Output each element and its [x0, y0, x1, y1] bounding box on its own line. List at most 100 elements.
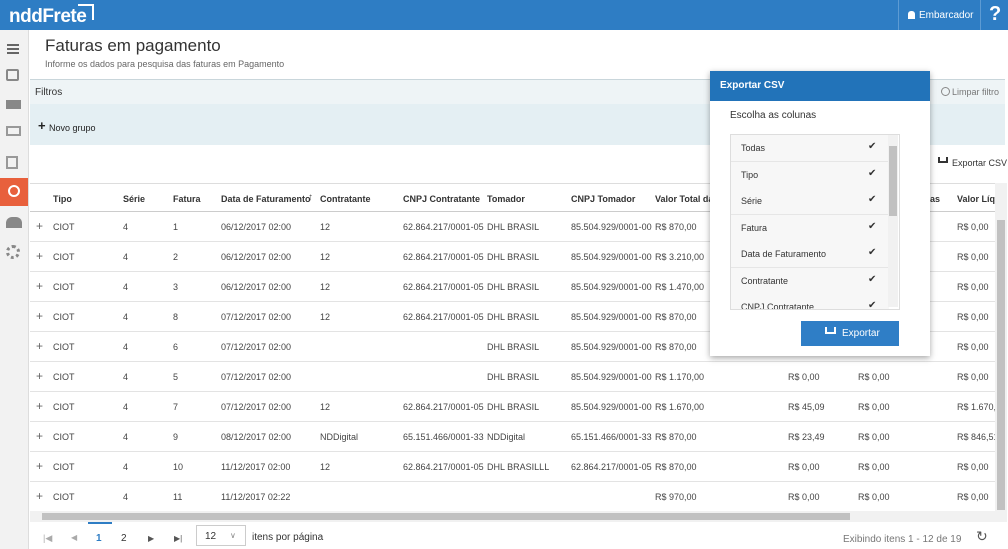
- nav-icon[interactable]: [6, 245, 20, 259]
- column-header[interactable]: Fatura: [173, 194, 201, 204]
- option-label[interactable]: Todas: [741, 143, 765, 153]
- column-header[interactable]: Tomador: [487, 194, 525, 204]
- list-scroll-thumb[interactable]: [889, 146, 897, 216]
- table-cell: CIOT: [53, 222, 75, 232]
- table-cell: 11/12/2017 02:22: [221, 492, 290, 502]
- check-icon: ✔: [868, 300, 876, 310]
- table-cell: NDDigital: [320, 432, 358, 442]
- table-cell: 11: [173, 492, 182, 502]
- table-cell: R$ 0,00: [788, 372, 820, 382]
- check-icon: ✔: [868, 247, 876, 258]
- column-header[interactable]: CNPJ Tomador: [571, 194, 635, 204]
- table-cell: 4: [123, 342, 128, 352]
- expand-icon[interactable]: +: [36, 490, 43, 502]
- option-label[interactable]: Fatura: [741, 223, 767, 233]
- check-icon: ✔: [868, 274, 876, 285]
- add-group[interactable]: Novo grupo: [49, 123, 96, 133]
- column-header[interactable]: Valor Total da: [655, 194, 713, 204]
- table-cell: R$ 0,00: [957, 492, 989, 502]
- expand-icon[interactable]: +: [36, 310, 43, 322]
- current-page-marker: [88, 522, 112, 524]
- prev-page[interactable]: ◀: [71, 533, 77, 542]
- expand-icon[interactable]: +: [36, 280, 43, 292]
- option-label[interactable]: Série: [741, 196, 762, 206]
- option-label[interactable]: CNPJ Contratante: [741, 302, 814, 310]
- expand-icon[interactable]: +: [36, 400, 43, 412]
- column-header[interactable]: Contratante: [320, 194, 371, 204]
- help-button[interactable]: ?: [989, 3, 1001, 26]
- expand-icon[interactable]: +: [36, 340, 43, 352]
- nav-icon[interactable]: [6, 100, 21, 109]
- export-csv-button[interactable]: Exportar CSV: [952, 158, 1007, 168]
- divider: [898, 0, 899, 30]
- table-cell: 4: [123, 432, 128, 442]
- table-cell: 7: [173, 402, 178, 412]
- page-size-select[interactable]: [196, 525, 246, 546]
- table-cell: CIOT: [53, 312, 75, 322]
- h-scroll-thumb[interactable]: [42, 513, 850, 520]
- table-cell: DHL BRASIL: [487, 312, 539, 322]
- user-menu[interactable]: Embarcador: [919, 10, 973, 21]
- table-cell: R$ 0,00: [858, 372, 890, 382]
- column-header[interactable]: Série: [123, 194, 145, 204]
- expand-icon[interactable]: +: [36, 430, 43, 442]
- page-number[interactable]: 1: [96, 533, 102, 544]
- column-header[interactable]: Tipo: [53, 194, 72, 204]
- page-subtitle: Informe os dados para pesquisa das fatur…: [45, 59, 284, 69]
- table-cell: 85.504.929/0001-00: [571, 252, 652, 262]
- first-page[interactable]: |◀: [43, 533, 52, 544]
- option-label[interactable]: Tipo: [741, 170, 758, 180]
- table-cell: 06/12/2017 02:00: [221, 282, 291, 292]
- table-cell: 65.151.466/0001-33: [403, 432, 484, 442]
- export-button-label[interactable]: Exportar: [842, 328, 880, 339]
- table-cell: DHL BRASIL: [487, 342, 539, 352]
- column-header[interactable]: Valor Líqu: [957, 194, 995, 204]
- table-cell: 6: [173, 342, 178, 352]
- column-header[interactable]: CNPJ Contratante: [403, 194, 480, 204]
- nav-icon[interactable]: [6, 156, 18, 169]
- table-cell: 85.504.929/0001-00: [571, 402, 652, 412]
- clear-filter[interactable]: Limpar filtro: [952, 87, 999, 97]
- pagination: |◀◀12▶▶|12∨itens por páginaExibindo iten…: [30, 522, 1007, 549]
- clear-icon: [941, 87, 950, 96]
- table-cell: 07/12/2017 02:00: [221, 312, 291, 322]
- expand-icon[interactable]: +: [36, 220, 43, 232]
- table-cell: R$ 45,09: [788, 402, 825, 412]
- table-cell: 06/12/2017 02:00: [221, 222, 291, 232]
- table-cell: R$ 0,00: [957, 312, 989, 322]
- table-cell: 62.864.217/0001-05: [403, 402, 484, 412]
- next-page[interactable]: ▶: [148, 534, 154, 543]
- logo[interactable]: nddFrete: [9, 6, 86, 28]
- column-header[interactable]: Data de Faturamento: [221, 194, 311, 204]
- table-cell: R$ 970,00: [655, 492, 697, 502]
- expand-icon[interactable]: +: [36, 370, 43, 382]
- table-cell: CIOT: [53, 252, 75, 262]
- table-cell: 07/12/2017 02:00: [221, 372, 291, 382]
- option-label[interactable]: Contratante: [741, 276, 788, 286]
- table-cell: 3: [173, 282, 178, 292]
- v-scroll-thumb[interactable]: [997, 220, 1005, 510]
- page-number[interactable]: 2: [121, 533, 127, 544]
- nav-icon[interactable]: [6, 69, 19, 81]
- table-cell: 4: [123, 312, 128, 322]
- table-cell: R$ 1.670,00: [655, 402, 704, 412]
- nav-icon: [8, 185, 20, 197]
- expand-icon[interactable]: +: [36, 250, 43, 262]
- page-title: Faturas em pagamento: [45, 36, 221, 56]
- refresh-button[interactable]: ↻: [976, 528, 988, 545]
- last-page[interactable]: ▶|: [174, 534, 182, 543]
- table-cell: 07/12/2017 02:00: [221, 342, 291, 352]
- nav-icon[interactable]: [6, 126, 21, 136]
- table-cell: R$ 0,00: [957, 342, 989, 352]
- expand-icon[interactable]: +: [36, 460, 43, 472]
- option-label[interactable]: Data de Faturamento: [741, 249, 826, 259]
- table-cell: 4: [123, 252, 128, 262]
- nav-icon[interactable]: [6, 217, 22, 228]
- table-cell: 62.864.217/0001-05: [403, 462, 484, 472]
- check-icon: ✔: [868, 168, 876, 179]
- table-cell: R$ 846,51: [957, 432, 995, 442]
- menu-icon[interactable]: [7, 44, 19, 46]
- page-size-value[interactable]: 12: [205, 531, 216, 542]
- divider: [980, 0, 981, 30]
- table-cell: 62.864.217/0001-05: [403, 222, 484, 232]
